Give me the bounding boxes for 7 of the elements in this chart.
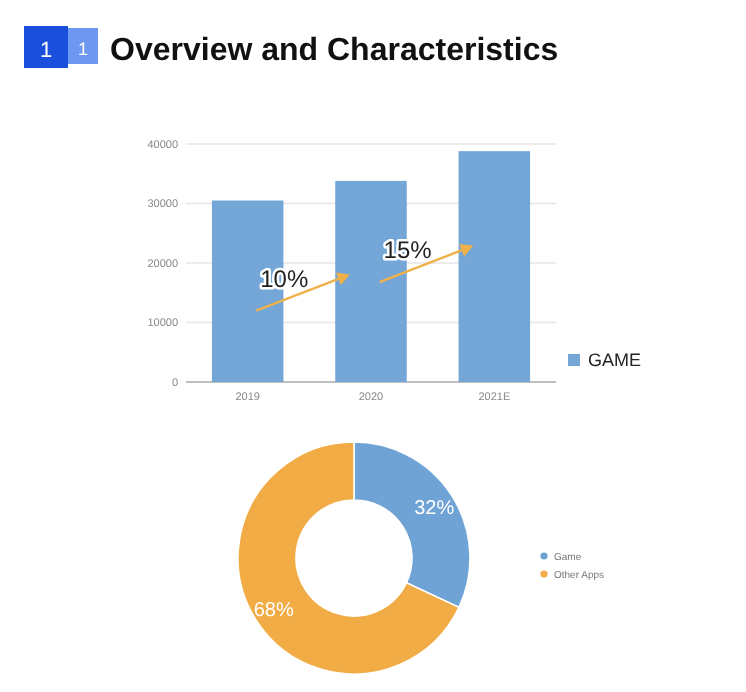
chart-title: Overview and Characteristics [110,34,559,68]
bar [458,151,531,382]
section-badge-small: 1 [68,28,98,64]
data-label: 32% [414,498,455,521]
section-badge: 1 [24,26,68,68]
legend-label: GAME [588,350,642,371]
data-label: 68% [253,599,295,622]
